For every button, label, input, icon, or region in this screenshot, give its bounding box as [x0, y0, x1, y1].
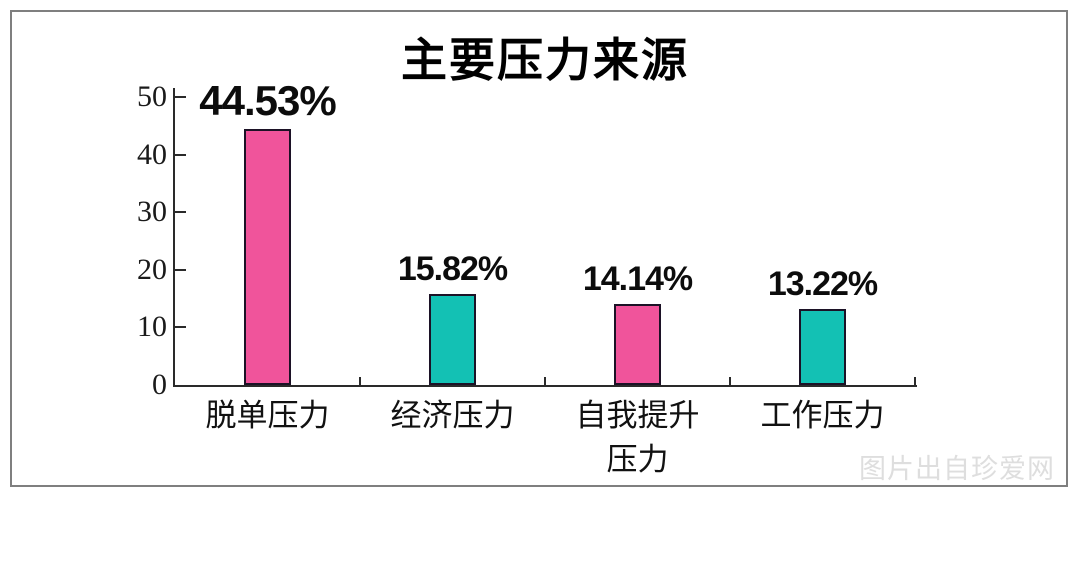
x-axis-tick — [359, 377, 361, 385]
chart-panel — [10, 10, 1068, 487]
category-label: 工作压力 — [760, 398, 885, 433]
y-tick-label: 40 — [137, 137, 167, 171]
y-axis — [173, 88, 175, 387]
y-tick-label: 30 — [137, 195, 167, 229]
category-label: 脱单压力 — [205, 398, 330, 433]
bar-3 — [614, 303, 661, 385]
y-axis-tick — [175, 96, 186, 98]
y-tick-label: 0 — [152, 368, 167, 401]
x-axis-tick — [544, 377, 546, 385]
y-tick-label: 20 — [137, 252, 167, 286]
y-axis-tick — [175, 268, 186, 271]
y-axis-tick — [175, 211, 186, 214]
chart-title: 主要压力来源 — [401, 34, 689, 86]
x-axis-tick — [914, 377, 916, 385]
bar-value-label: 44.53% — [199, 76, 336, 124]
y-axis-tick — [175, 326, 186, 329]
category-label: 经济压力 — [390, 398, 515, 433]
y-axis-tick — [175, 153, 186, 156]
x-axis-tick — [729, 377, 731, 385]
bar-value-label: 15.82% — [397, 249, 508, 288]
category-label: 自我提升 压力 — [575, 398, 700, 477]
bar-value-label: 13.22% — [767, 264, 878, 303]
y-tick-label: 10 — [137, 310, 167, 344]
bar-4 — [799, 308, 846, 385]
bar-value-label: 14.14% — [582, 259, 693, 298]
bar-1 — [244, 128, 291, 385]
bar-2 — [429, 293, 476, 385]
watermark-text: 图片出自珍爱网 — [859, 454, 1055, 484]
y-tick-label: 50 — [137, 80, 167, 113]
x-axis — [173, 385, 917, 387]
